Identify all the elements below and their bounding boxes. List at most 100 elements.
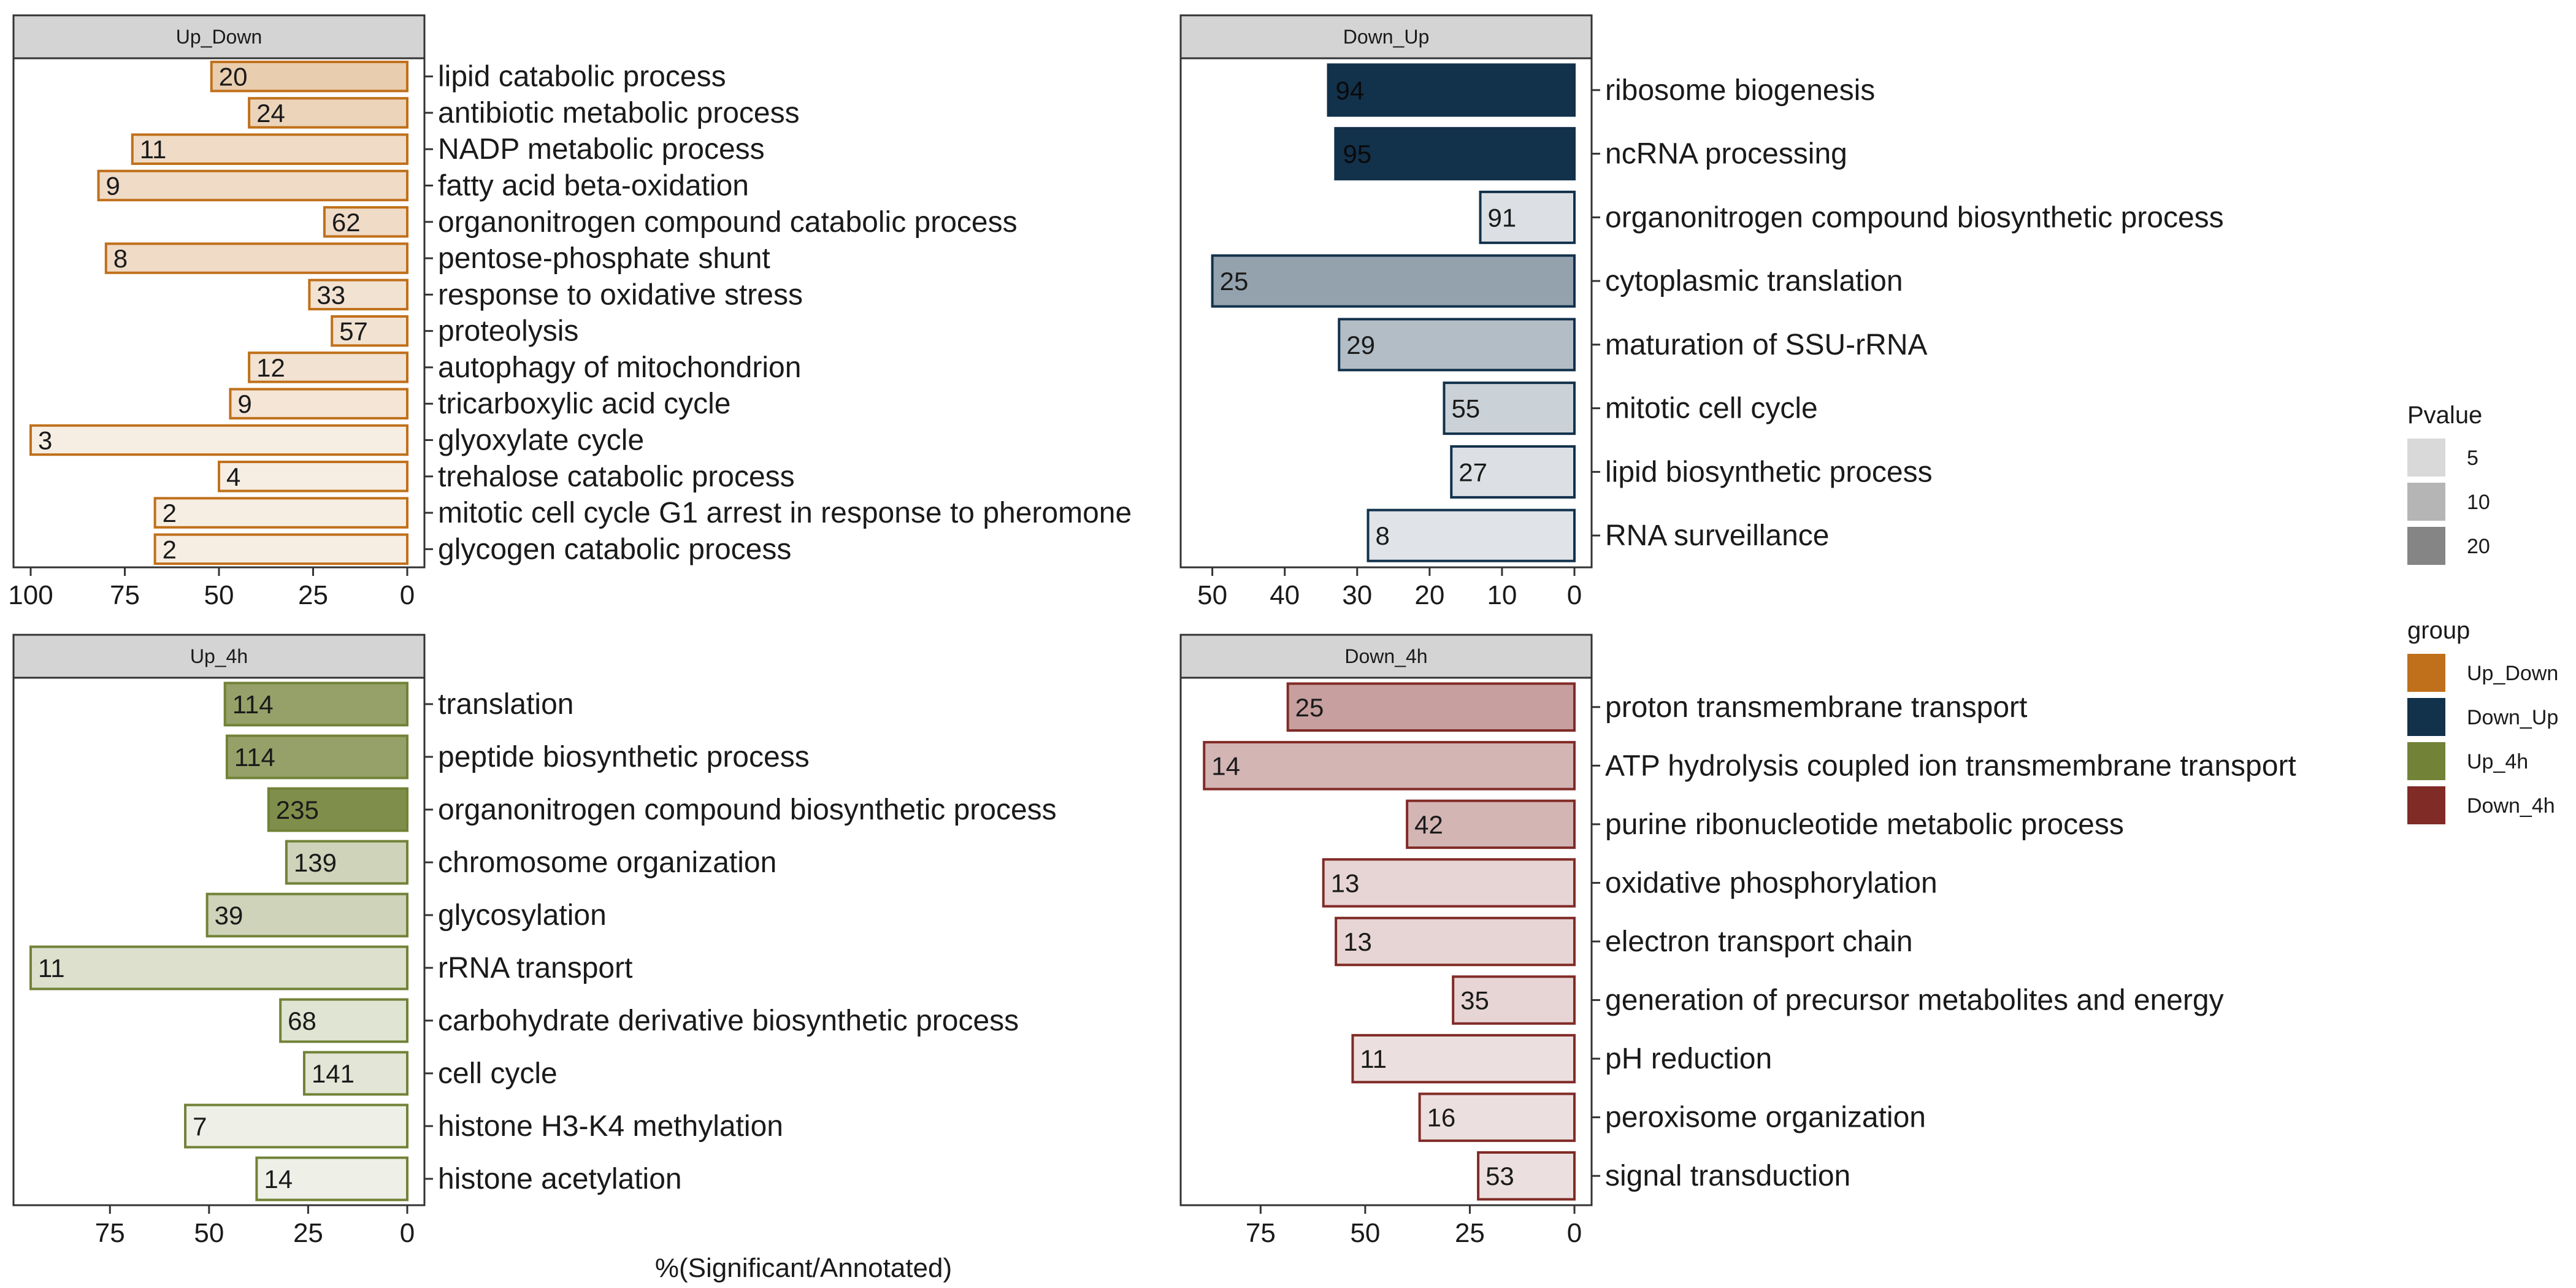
legend-swatch bbox=[2407, 527, 2445, 565]
bar bbox=[323, 206, 408, 238]
bar bbox=[1322, 858, 1576, 908]
category-label: electron transport chain bbox=[1605, 926, 1913, 958]
bar-label: 4 bbox=[226, 462, 240, 491]
x-tick-label: 0 bbox=[400, 1218, 415, 1248]
bar bbox=[1203, 741, 1576, 791]
category-label: glyoxylate cycle bbox=[438, 424, 644, 457]
bar-label: 55 bbox=[1451, 394, 1480, 423]
bar-label: 35 bbox=[1460, 986, 1489, 1015]
bar bbox=[223, 681, 408, 727]
category-label: ATP hydrolysis coupled ion transmembrane… bbox=[1605, 749, 2296, 782]
bar-label: 8 bbox=[113, 244, 128, 273]
legend-swatch bbox=[2407, 742, 2445, 780]
category-label: glycosylation bbox=[438, 899, 607, 932]
x-tick-label: 50 bbox=[204, 580, 234, 610]
bar-label: 14 bbox=[264, 1165, 293, 1194]
category-label: histone H3-K4 methylation bbox=[438, 1110, 783, 1143]
x-tick-label: 20 bbox=[1414, 580, 1444, 610]
bar bbox=[1477, 1151, 1576, 1201]
bar bbox=[1479, 190, 1576, 244]
bar-label: 42 bbox=[1414, 810, 1443, 839]
bar-label: 9 bbox=[237, 389, 251, 418]
bar bbox=[210, 60, 408, 93]
bar-label: 3 bbox=[38, 426, 52, 455]
bar bbox=[1327, 63, 1576, 117]
x-tick-label: 25 bbox=[298, 580, 328, 610]
x-tick-label: 75 bbox=[95, 1218, 125, 1248]
legend-swatch bbox=[2407, 439, 2445, 477]
legend-group: group Up_Down Down_Up Up_4h Down_4h bbox=[2407, 617, 2558, 824]
x-tick-label: 10 bbox=[1487, 580, 1517, 610]
bar-label: 39 bbox=[215, 901, 243, 930]
bar-label: 114 bbox=[234, 743, 275, 772]
x-tick-label: 50 bbox=[1350, 1218, 1380, 1248]
legend-swatch bbox=[2407, 786, 2445, 824]
x-tick-label: 25 bbox=[1455, 1218, 1485, 1248]
bar-label: 11 bbox=[1360, 1045, 1387, 1073]
x-axis-title: %(Significant/Annotated) bbox=[655, 1253, 952, 1283]
facet-strip bbox=[1179, 14, 1593, 59]
bar bbox=[229, 388, 408, 420]
legend-label: 5 bbox=[2467, 447, 2478, 470]
bar bbox=[153, 533, 408, 565]
category-label: generation of precursor metabolites and … bbox=[1605, 984, 2224, 1017]
x-tick-label: 100 bbox=[8, 580, 53, 610]
facet-title: Down_4h bbox=[1344, 645, 1427, 667]
category-label: chromosome organization bbox=[438, 846, 776, 879]
bar bbox=[267, 787, 408, 832]
bar-label: 114 bbox=[232, 690, 274, 719]
bar-label: 2 bbox=[163, 535, 177, 564]
x-tick-label: 0 bbox=[400, 580, 415, 610]
category-label: ncRNA processing bbox=[1605, 138, 1847, 171]
category-label: rRNA transport bbox=[438, 952, 632, 984]
bar bbox=[225, 734, 408, 780]
facet-Down_4h: Down_4h 25 proton transmembrane transport 1… bbox=[1179, 634, 2296, 1248]
legend-Pvalue: Pvalue 5 10 20 bbox=[2407, 402, 2490, 565]
bar bbox=[1334, 127, 1576, 181]
bar-label: 12 bbox=[256, 353, 285, 382]
bar-label: 139 bbox=[294, 848, 337, 877]
bar bbox=[1450, 445, 1576, 499]
bar bbox=[1452, 975, 1576, 1025]
bar-label: 7 bbox=[193, 1112, 207, 1141]
bar bbox=[308, 278, 408, 311]
bar bbox=[285, 840, 408, 885]
bar bbox=[248, 97, 408, 129]
category-label: proton transmembrane transport bbox=[1605, 691, 2027, 724]
bar-label: 29 bbox=[1346, 331, 1375, 359]
bar bbox=[1351, 1033, 1576, 1084]
category-label: translation bbox=[438, 688, 573, 721]
category-label: carbohydrate derivative biosynthetic pro… bbox=[438, 1005, 1019, 1037]
x-tick-label: 0 bbox=[1567, 580, 1582, 610]
bar-label: 62 bbox=[332, 208, 361, 237]
facet-panel bbox=[1179, 677, 1593, 1206]
bar-label: 91 bbox=[1488, 203, 1517, 232]
bar-label: 20 bbox=[219, 63, 248, 91]
category-label: proteolysis bbox=[438, 315, 578, 348]
bar bbox=[131, 133, 408, 165]
category-label: antibiotic metabolic process bbox=[438, 97, 800, 129]
category-label: autophagy of mitochondrion bbox=[438, 351, 801, 384]
bar bbox=[104, 242, 409, 274]
category-label: mitotic cell cycle G1 arrest in response… bbox=[438, 497, 1132, 529]
x-tick-label: 0 bbox=[1567, 1218, 1582, 1248]
legend-swatch bbox=[2407, 698, 2445, 736]
bar bbox=[1406, 799, 1576, 849]
category-label: organonitrogen compound biosynthetic pro… bbox=[438, 794, 1057, 826]
bar-label: 25 bbox=[1220, 267, 1249, 296]
bar-label: 33 bbox=[316, 280, 345, 309]
category-label: organonitrogen compound catabolic proces… bbox=[438, 206, 1018, 239]
category-label: cell cycle bbox=[438, 1057, 558, 1090]
bar bbox=[1335, 916, 1576, 967]
category-label: mitotic cell cycle bbox=[1605, 393, 1818, 425]
legend-label: Down_4h bbox=[2467, 794, 2555, 818]
category-label: lipid catabolic process bbox=[438, 61, 726, 93]
facet-Up_4h: Up_4h 114 translation 114 peptide biosynthet… bbox=[12, 634, 1057, 1248]
category-label: lipid biosynthetic process bbox=[1605, 456, 1933, 488]
bar bbox=[1211, 254, 1576, 308]
bar bbox=[302, 1051, 408, 1096]
bar bbox=[1418, 1092, 1576, 1142]
x-tick-label: 30 bbox=[1342, 580, 1372, 610]
bar-label: 13 bbox=[1343, 927, 1372, 956]
